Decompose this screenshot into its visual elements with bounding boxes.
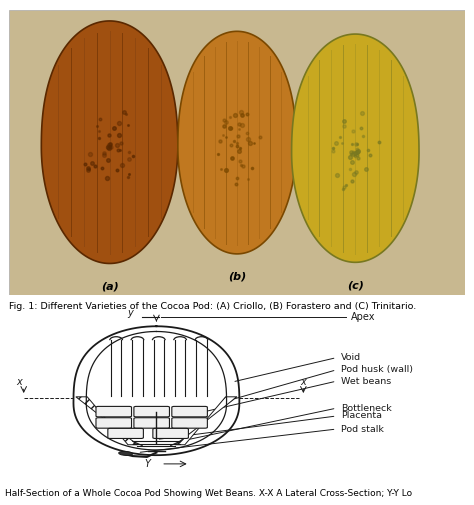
Text: Pod stalk: Pod stalk	[341, 425, 384, 434]
Text: Fig. 1: Different Varieties of the Cocoa Pod: (A) Criollo, (B) Forastero and (C): Fig. 1: Different Varieties of the Cocoa…	[9, 302, 417, 311]
Text: Y: Y	[144, 460, 150, 469]
FancyBboxPatch shape	[153, 428, 189, 438]
Text: (c): (c)	[347, 280, 364, 290]
Text: Half-Section of a Whole Cocoa Pod Showing Wet Beans. X-X A Lateral Cross-Section: Half-Section of a Whole Cocoa Pod Showin…	[5, 489, 412, 498]
Text: Placenta: Placenta	[341, 412, 382, 421]
Text: Void: Void	[341, 353, 361, 362]
FancyBboxPatch shape	[172, 418, 208, 428]
Text: Pod husk (wall): Pod husk (wall)	[341, 365, 413, 374]
PathPatch shape	[178, 31, 296, 254]
Text: Wet beans: Wet beans	[341, 377, 392, 386]
Text: x: x	[301, 378, 306, 387]
FancyBboxPatch shape	[96, 407, 132, 417]
Ellipse shape	[118, 451, 133, 456]
Text: y: y	[128, 308, 133, 318]
Text: Apex: Apex	[351, 312, 375, 322]
FancyBboxPatch shape	[96, 418, 132, 428]
Polygon shape	[76, 397, 137, 445]
FancyBboxPatch shape	[172, 407, 208, 417]
PathPatch shape	[41, 21, 178, 264]
FancyBboxPatch shape	[134, 407, 169, 417]
Text: (a): (a)	[100, 282, 118, 292]
Text: Bottleneck: Bottleneck	[341, 403, 392, 413]
PathPatch shape	[292, 34, 419, 262]
FancyBboxPatch shape	[134, 418, 169, 428]
Polygon shape	[175, 397, 237, 445]
FancyBboxPatch shape	[108, 428, 143, 438]
Text: x: x	[16, 378, 22, 387]
Text: (b): (b)	[228, 271, 246, 281]
